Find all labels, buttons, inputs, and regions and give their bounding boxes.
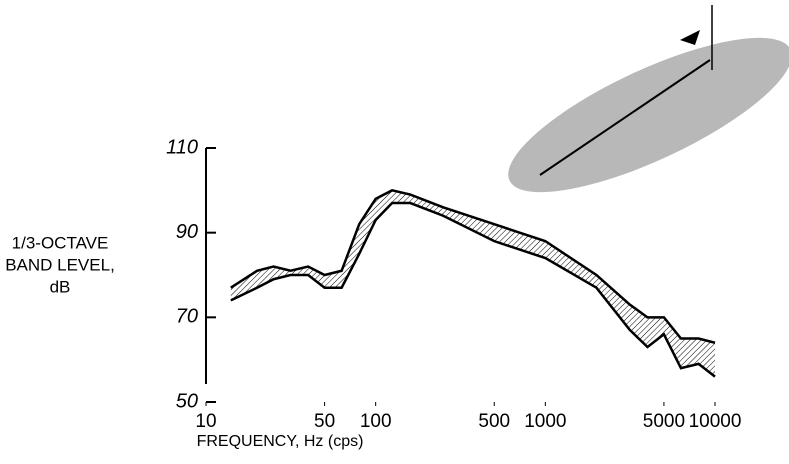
band-edge	[230, 189, 716, 344]
band	[230, 190, 715, 377]
x-axis-label: FREQUENCY, Hz (cps)	[197, 433, 364, 450]
y-axis-label: 1/3-OCTAVE	[12, 233, 109, 252]
y-axis-label: dB	[50, 277, 71, 296]
x-tick-label: 50	[314, 411, 335, 432]
x-tick-label: 10000	[689, 411, 742, 432]
y-tick-label: 90	[176, 221, 198, 243]
y-axis-label: BAND LEVEL,	[5, 255, 115, 274]
x-tick-label: 500	[478, 411, 510, 432]
y-tick-label: 70	[176, 306, 198, 328]
x-tick-label: 10	[195, 411, 216, 432]
x-tick-label: 5000	[643, 411, 685, 432]
y-tick-label: 110	[166, 136, 198, 158]
x-tick-label: 1000	[524, 411, 566, 432]
illustration	[508, 5, 789, 193]
x-tick-label: 100	[360, 411, 392, 432]
y-tick-label: 50	[176, 390, 198, 412]
band-edge	[230, 201, 716, 378]
